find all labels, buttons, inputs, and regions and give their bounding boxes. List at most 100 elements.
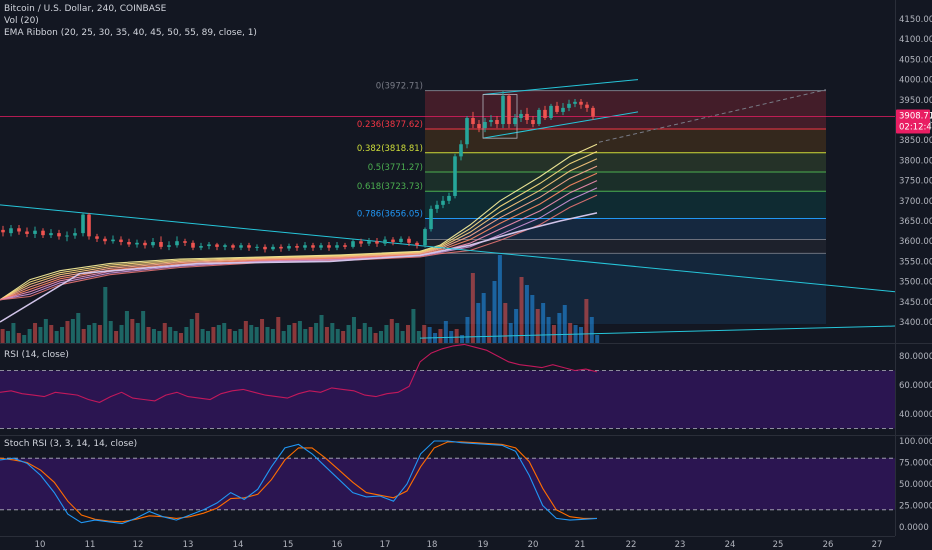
candle-body xyxy=(311,245,315,248)
stoch-band xyxy=(0,458,895,510)
volume-bar xyxy=(562,305,567,343)
volume-bar xyxy=(351,317,356,343)
ema-ribbon-line xyxy=(0,158,598,301)
candle-body xyxy=(531,120,535,125)
date-tick-label: 22 xyxy=(626,540,637,550)
fib-level-label: 0.382(3818.81) xyxy=(357,144,423,154)
stoch-tick-label: 100.0000 xyxy=(899,437,932,447)
candle-body xyxy=(591,107,595,117)
candle-body xyxy=(525,113,529,120)
candle-body xyxy=(407,238,411,243)
candle-body xyxy=(303,245,307,248)
stoch-rsi-title[interactable]: Stoch RSI (3, 3, 14, 14, close) xyxy=(4,439,138,449)
volume-bar xyxy=(497,255,502,343)
trendlines xyxy=(0,79,896,339)
candle-body xyxy=(549,105,553,118)
candle-body xyxy=(423,229,427,246)
volume-bar xyxy=(97,325,102,343)
volume-bar xyxy=(168,327,173,343)
candle-body xyxy=(375,241,379,244)
volume-bar xyxy=(438,329,443,343)
candle-body xyxy=(73,233,77,236)
volume-bar xyxy=(303,329,308,343)
volume-bar xyxy=(200,329,205,343)
candle-body xyxy=(135,242,139,245)
candle-body xyxy=(207,244,211,247)
channel-upper-line xyxy=(482,79,639,96)
price-tick-label: 3650.00 xyxy=(899,217,932,227)
volume-bar xyxy=(519,277,524,343)
rsi-tick-label: 40.0000 xyxy=(899,410,932,420)
candle-body xyxy=(359,241,363,244)
rsi-title[interactable]: RSI (14, close) xyxy=(4,350,69,360)
volume-bar xyxy=(157,331,162,343)
volume-bar xyxy=(443,321,448,343)
fibonacci-retracement: 0(3972.71) 0.236(3877.62) 0.382(3818.81) 0.… xyxy=(357,82,826,325)
rsi-tick-label: 80.0000 xyxy=(899,352,932,362)
volume-bar xyxy=(524,285,529,343)
volume-bar xyxy=(103,287,108,343)
date-tick-label: 26 xyxy=(823,540,834,550)
volume-bar xyxy=(481,293,486,343)
volume-bar xyxy=(124,311,129,343)
candle-body xyxy=(383,239,387,244)
price-tick-label: 3800.00 xyxy=(899,156,932,166)
volume-bar xyxy=(189,319,194,343)
volume-bar xyxy=(173,331,178,343)
candle-body xyxy=(57,233,61,237)
volume-bar xyxy=(114,331,119,343)
volume-bar xyxy=(465,317,470,343)
volume-bar xyxy=(357,329,362,343)
volume-bar xyxy=(233,331,238,343)
volume-bar xyxy=(308,327,313,343)
stoch-tick-label: 0.0000 xyxy=(899,523,929,533)
countdown-label: 02:12:46 xyxy=(899,122,932,132)
volume-bar xyxy=(249,325,254,343)
volume-bar xyxy=(551,325,556,343)
volume-bar xyxy=(70,319,75,343)
price-tick-label: 3550.00 xyxy=(899,257,932,267)
volume-bar xyxy=(503,303,508,343)
price-tick-label: 3450.00 xyxy=(899,298,932,308)
chart-legend: Bitcoin / U.S. Dollar, 240, COINBASE Vol… xyxy=(4,3,257,39)
ema-ribbon-legend[interactable]: EMA Ribbon (20, 25, 30, 35, 40, 45, 50, … xyxy=(4,28,257,38)
volume-bar xyxy=(87,325,92,343)
volume-bar xyxy=(287,325,292,343)
volume-bar xyxy=(260,319,265,343)
candle-body xyxy=(25,231,29,234)
price-tick-label: 3750.00 xyxy=(899,177,932,187)
candle-body xyxy=(543,109,547,118)
fib-zone xyxy=(425,172,826,192)
price-tick-label: 4150.00 xyxy=(899,15,932,25)
candle-body xyxy=(489,120,493,123)
volume-bar xyxy=(454,329,459,343)
volume-bar xyxy=(195,313,200,343)
volume-bar xyxy=(346,325,351,343)
candle-body xyxy=(453,156,457,196)
volume-bar xyxy=(460,335,465,343)
volume-bar xyxy=(254,327,259,343)
volume-bar xyxy=(389,319,394,343)
candle-body xyxy=(127,242,131,245)
candle-body xyxy=(555,105,559,112)
volume-bar xyxy=(216,325,221,343)
date-tick-label: 21 xyxy=(575,540,586,550)
symbol-title[interactable]: Bitcoin / U.S. Dollar, 240, COINBASE xyxy=(4,4,167,14)
date-tick-label: 19 xyxy=(478,540,489,550)
time-axis: 10 11 12 13 14 15 16 17 18 19 20 21 22 23 24 25 26 27 xyxy=(0,536,932,550)
volume-bar xyxy=(27,329,32,343)
price-tick-label: 3600.00 xyxy=(899,237,932,247)
volume-legend[interactable]: Vol (20) xyxy=(4,16,39,26)
candle-body xyxy=(223,245,227,247)
candle-body xyxy=(483,122,487,129)
volume-bar xyxy=(568,323,573,343)
volume-bar xyxy=(54,331,59,343)
candle-body xyxy=(231,245,235,248)
volume-bar xyxy=(546,317,551,343)
volume-bar xyxy=(38,327,43,343)
flag-box xyxy=(482,94,518,139)
candle-body xyxy=(327,245,331,248)
stoch-tick-label: 50.0000 xyxy=(899,480,932,490)
candle-body xyxy=(429,208,433,230)
